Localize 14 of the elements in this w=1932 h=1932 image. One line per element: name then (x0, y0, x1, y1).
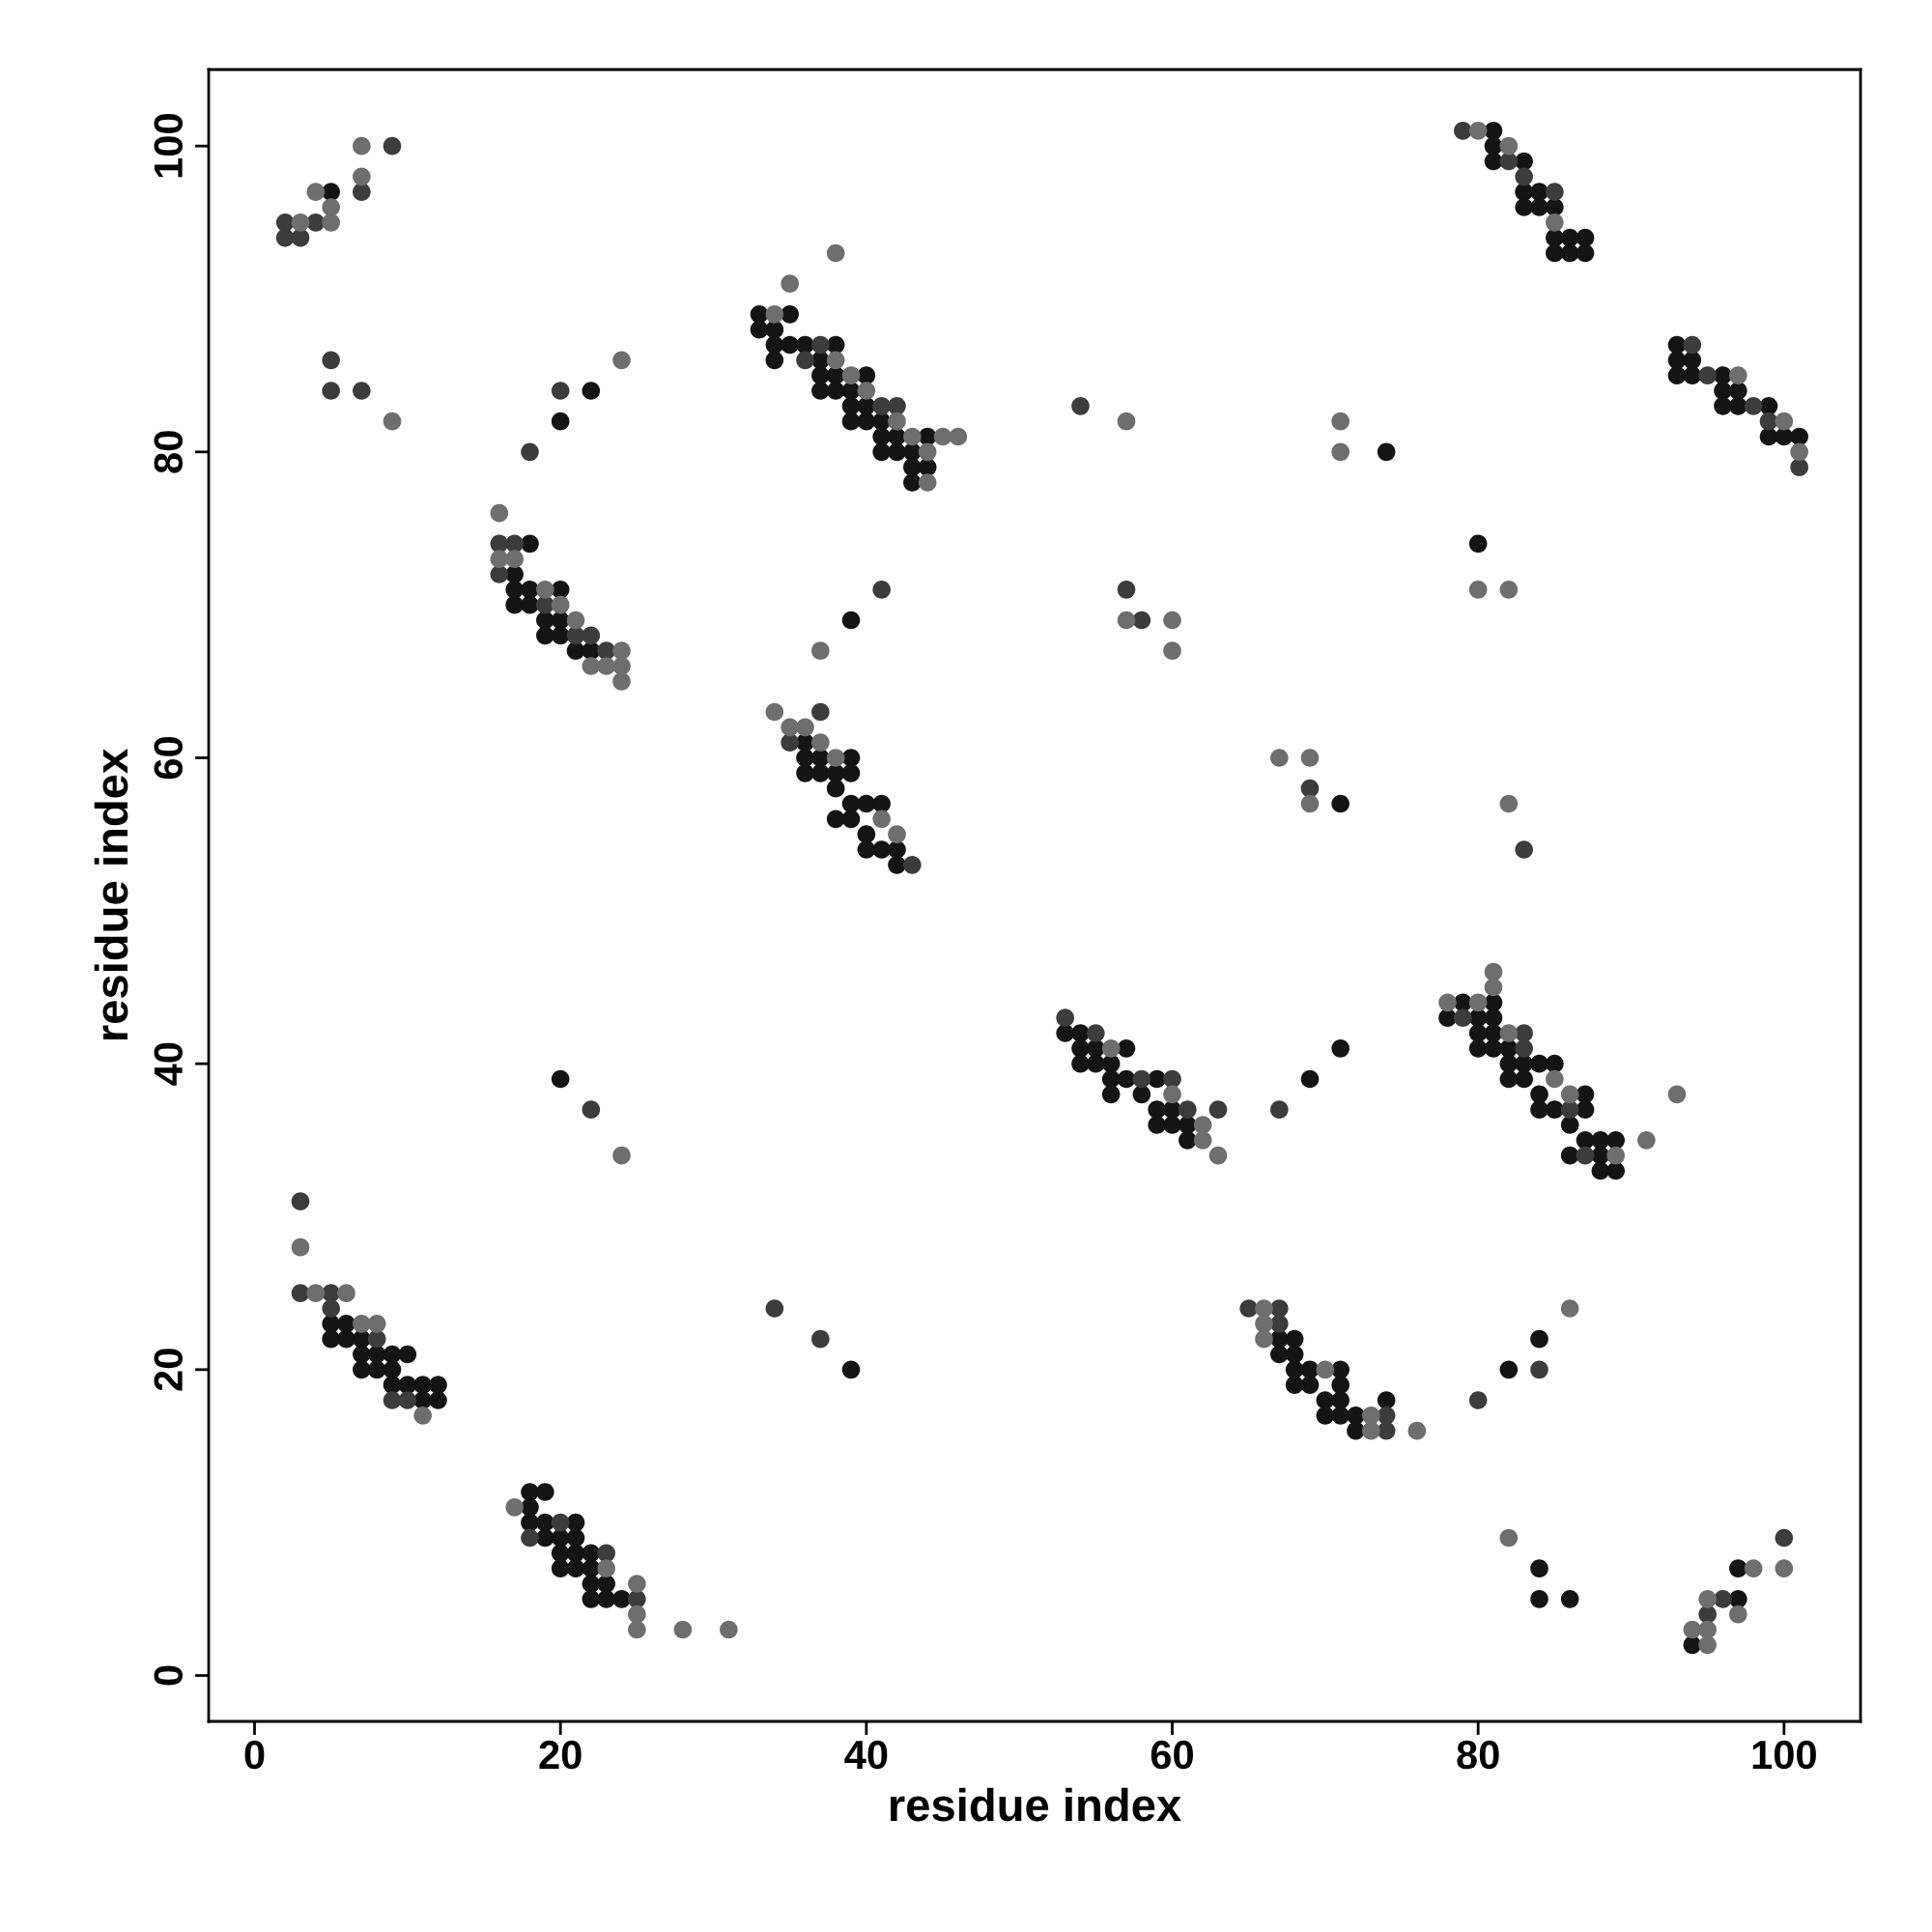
y-axis-title: residue index (94, 749, 128, 1040)
y-tick-label: 40 (154, 1042, 184, 1086)
x-tick-label: 20 (539, 1740, 582, 1770)
x-tick-label: 60 (1151, 1740, 1193, 1770)
y-tick-label: 0 (154, 1665, 184, 1686)
x-tick-label: 0 (244, 1740, 265, 1770)
y-tick-label: 80 (154, 431, 184, 473)
x-tick-label: 80 (1457, 1740, 1499, 1770)
y-tick-label: 60 (154, 737, 184, 780)
y-tick-label: 20 (154, 1349, 184, 1391)
y-tick-label: 100 (154, 114, 184, 178)
x-tick-label: 100 (1752, 1740, 1816, 1770)
x-axis-title: residue index (890, 1787, 1181, 1822)
x-tick-label: 40 (844, 1740, 888, 1770)
